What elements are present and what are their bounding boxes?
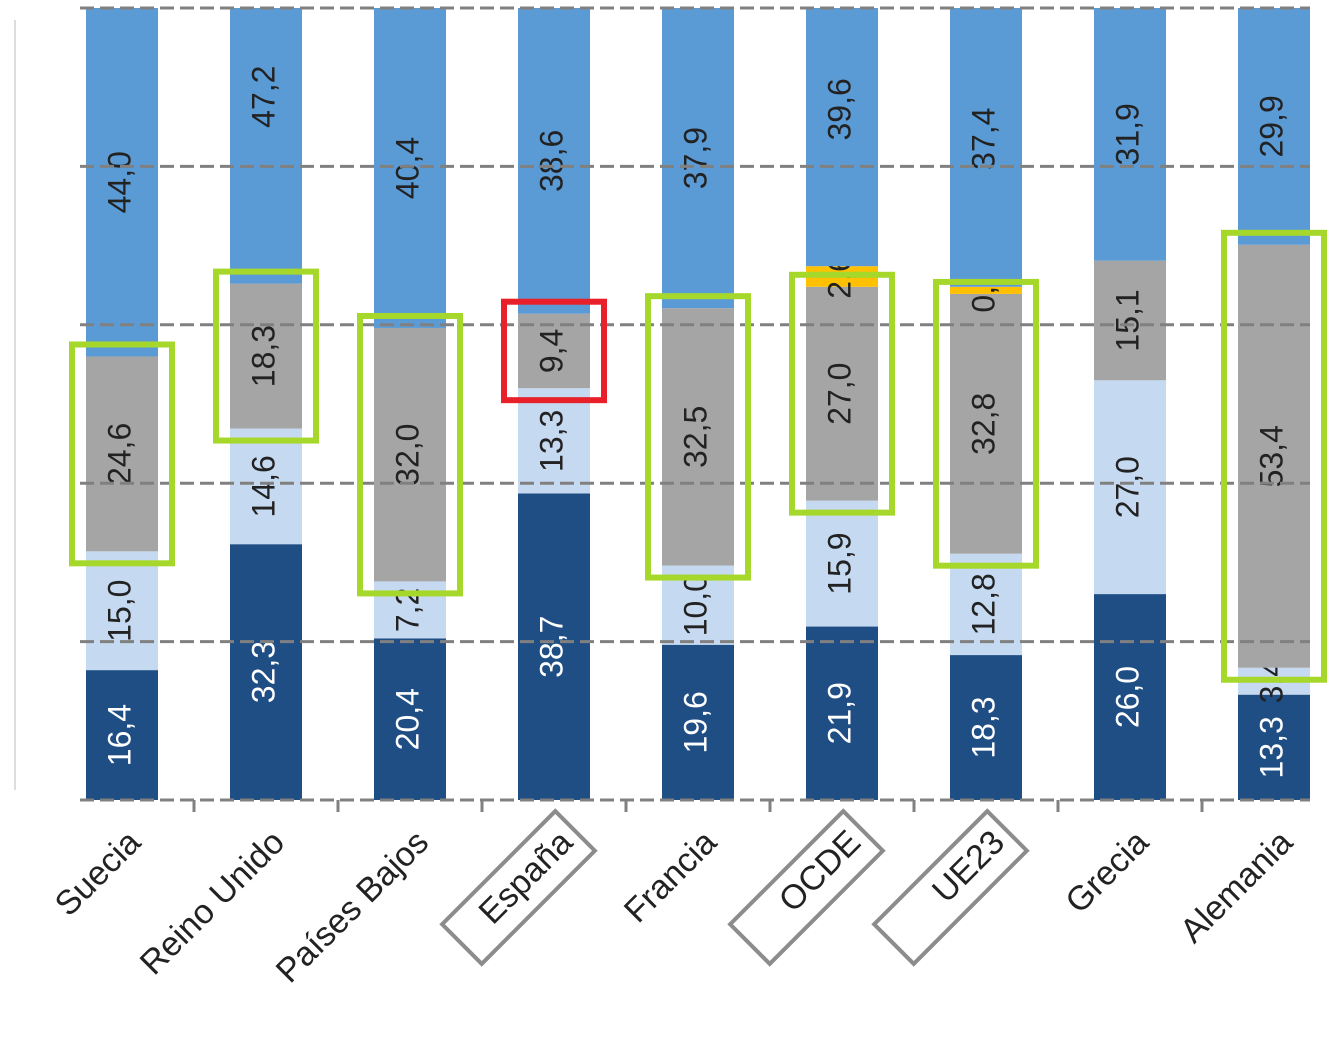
value-label: 47,2: [245, 66, 281, 128]
bar-segment: [950, 293, 1022, 554]
value-label: 32,5: [677, 406, 713, 468]
value-label: 12,8: [965, 573, 1001, 635]
bar-segment: [1094, 380, 1166, 595]
bar-segment: [1238, 244, 1310, 668]
bar-segment: [662, 644, 734, 800]
value-label: 21,9: [821, 682, 857, 744]
value-label: 9,4: [533, 329, 569, 373]
value-label: 40,4: [389, 137, 425, 199]
value-label: 27,0: [1109, 456, 1145, 518]
value-label: 14,6: [245, 455, 281, 517]
bar-segment: [950, 655, 1022, 800]
highlight-box: [501, 298, 607, 404]
bar-segment: [662, 8, 734, 309]
value-label: 38,7: [533, 616, 569, 678]
value-label: 44,0: [101, 151, 137, 213]
x-tick-label: Francia: [617, 823, 724, 930]
bars: 16,415,024,644,032,314,618,347,220,47,23…: [86, 8, 1310, 800]
value-label: 27,0: [821, 363, 857, 425]
value-label: 37,9: [677, 127, 713, 189]
bar-segment: [518, 493, 590, 800]
bar-segment: [662, 308, 734, 566]
bar-segment: [86, 8, 158, 357]
value-label: 18,3: [245, 325, 281, 387]
bar-segment: [950, 286, 1022, 294]
bar-segment: [230, 428, 302, 545]
bar-segment: [806, 500, 878, 627]
bar-segment: [374, 638, 446, 800]
label-box: [439, 808, 598, 967]
bar-segment: [1238, 8, 1310, 245]
highlight-box: [789, 271, 895, 516]
value-label: 24,6: [101, 423, 137, 485]
value-label: 18,3: [965, 696, 1001, 758]
value-label: 37,4: [965, 108, 1001, 170]
bar-segment: [230, 283, 302, 429]
value-label: 10,0: [677, 574, 713, 636]
bar-segment: [806, 8, 878, 267]
bar-segment: [230, 544, 302, 800]
value-label: 13,3: [1253, 716, 1289, 778]
highlight-box: [645, 293, 751, 581]
label-box: [871, 808, 1030, 967]
bar-segment: [1094, 594, 1166, 800]
bar-segment: [230, 8, 302, 284]
value-label: 29,9: [1253, 95, 1289, 157]
highlight-box: [69, 341, 175, 567]
value-label: 31,9: [1109, 103, 1145, 165]
x-tick-label: Alemania: [1173, 823, 1300, 950]
value-label: 39,6: [821, 78, 857, 140]
bar-segment: [950, 553, 1022, 656]
value-label: 32,3: [245, 641, 281, 703]
value-label: 13,3: [533, 410, 569, 472]
value-label: 15,0: [101, 580, 137, 642]
bar-segment: [1238, 694, 1310, 800]
highlight-box: [213, 268, 319, 444]
x-tick-label: Grecia: [1058, 823, 1156, 921]
value-label: 38,6: [533, 130, 569, 192]
bar-segment: [374, 327, 446, 582]
value-label: 15,9: [821, 532, 857, 594]
highlight-box: [933, 278, 1039, 569]
value-label: 26,0: [1109, 666, 1145, 728]
highlight-box: [357, 312, 463, 597]
highlight-box: [1221, 229, 1327, 683]
value-label: 20,4: [389, 688, 425, 750]
value-label: 32,0: [389, 424, 425, 486]
bar-segment: [86, 356, 158, 552]
bar-segment: [518, 388, 590, 494]
bar-segment: [1094, 260, 1166, 381]
x-tick-label: UE23: [925, 823, 1012, 910]
value-label: 19,6: [677, 691, 713, 753]
x-tick-label: Reino Unido: [133, 823, 292, 982]
bar-segment: [86, 551, 158, 671]
value-label: 32,8: [965, 393, 1001, 455]
bar-segment: [86, 670, 158, 800]
bar-segment: [518, 8, 590, 314]
bar-segment: [806, 286, 878, 501]
x-tick-label: OCDE: [772, 823, 868, 919]
x-tick-label: Suecia: [48, 823, 148, 923]
bar-segment: [1094, 8, 1166, 261]
label-box: [727, 808, 886, 967]
value-label: 15,1: [1109, 289, 1145, 351]
x-tick-label: Países Bajos: [269, 823, 436, 990]
bar-segment: [950, 8, 1022, 287]
value-label: 53,4: [1253, 425, 1289, 487]
bar-segment: [374, 8, 446, 328]
value-label: 16,4: [101, 704, 137, 766]
bar-segment: [806, 626, 878, 800]
